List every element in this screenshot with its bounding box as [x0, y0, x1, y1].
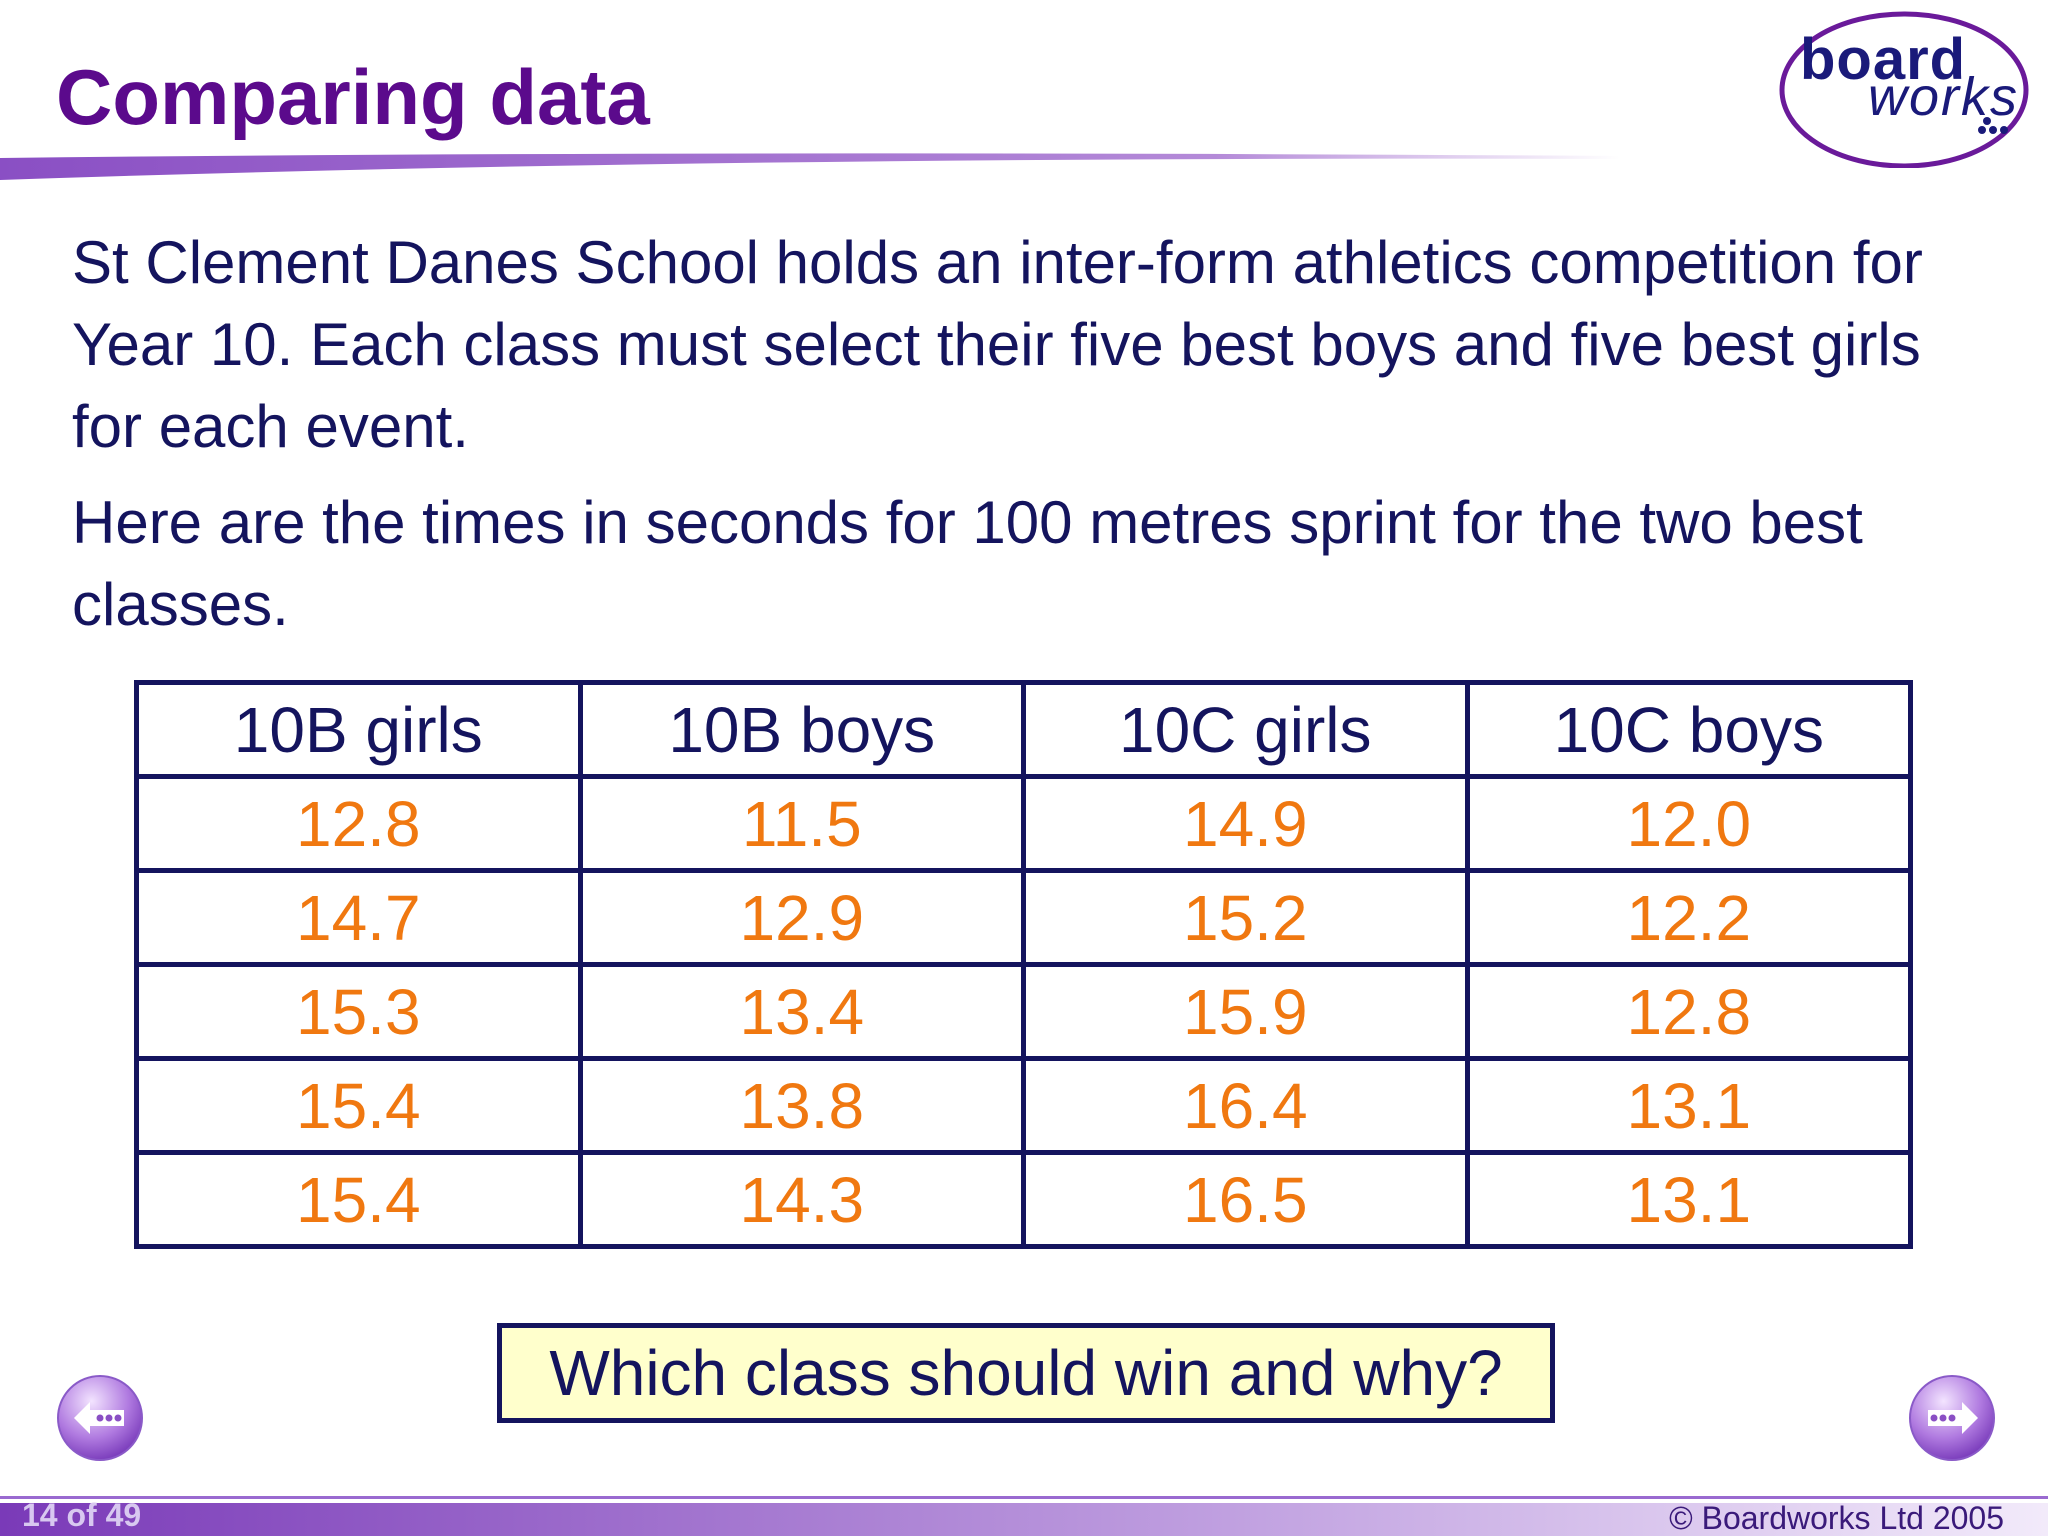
- table-cell: 14.3: [577, 1150, 1026, 1249]
- table-cell: 15.3: [134, 962, 583, 1061]
- title-underline: [0, 153, 1620, 180]
- header-10b-girls: 10B girls: [134, 680, 583, 779]
- prev-arrow-icon[interactable]: [54, 1372, 146, 1464]
- table-cell: 12.8: [1464, 962, 1913, 1061]
- table-cell: 11.5: [577, 774, 1026, 873]
- copyright-text: © Boardworks Ltd 2005: [1669, 1500, 2004, 1536]
- table-cell: 15.9: [1021, 962, 1470, 1061]
- table-cell: 12.9: [577, 868, 1026, 967]
- table-cell: 16.5: [1021, 1150, 1470, 1249]
- table-cell: 16.4: [1021, 1056, 1470, 1155]
- next-arrow-icon[interactable]: [1906, 1372, 1998, 1464]
- table-cell: 15.4: [134, 1056, 583, 1155]
- slide-title: Comparing data: [56, 53, 650, 141]
- table-cell: 13.1: [1464, 1056, 1913, 1155]
- sprint-times-table: 10B girls 10B boys 10C girls 10C boys 12…: [134, 680, 1913, 1249]
- boardworks-logo: board works: [1776, 8, 2034, 168]
- table-cell: 12.8: [134, 774, 583, 873]
- table-cell: 15.2: [1021, 868, 1470, 967]
- table-row: 15.4 13.8 16.4 13.1: [134, 1056, 1913, 1155]
- table-cell: 14.7: [134, 868, 583, 967]
- footer-band: [0, 1496, 2048, 1536]
- header-10c-girls: 10C girls: [1021, 680, 1470, 779]
- table-cell: 12.2: [1464, 868, 1913, 967]
- intro-text: St Clement Danes School holds an inter-f…: [72, 222, 1972, 660]
- slide-number: 14 of 49: [22, 1497, 142, 1533]
- intro-paragraph: St Clement Danes School holds an inter-f…: [72, 229, 1923, 460]
- intro-paragraph: Here are the times in seconds for 100 me…: [72, 489, 1863, 638]
- table-row: 15.4 14.3 16.5 13.1: [134, 1150, 1913, 1249]
- table-row: 12.8 11.5 14.9 12.0: [134, 774, 1913, 873]
- header-10c-boys: 10C boys: [1464, 680, 1913, 779]
- table-cell: 13.8: [577, 1056, 1026, 1155]
- table-cell: 14.9: [1021, 774, 1470, 873]
- header-10b-boys: 10B boys: [577, 680, 1026, 779]
- table-cell: 13.4: [577, 962, 1026, 1061]
- question-box: Which class should win and why?: [497, 1323, 1555, 1423]
- table-cell: 15.4: [134, 1150, 583, 1249]
- table-cell: 13.1: [1464, 1150, 1913, 1249]
- table-cell: 12.0: [1464, 774, 1913, 873]
- table-row: 15.3 13.4 15.9 12.8: [134, 962, 1913, 1061]
- table-header-row: 10B girls 10B boys 10C girls 10C boys: [134, 680, 1913, 779]
- table-row: 14.7 12.9 15.2 12.2: [134, 868, 1913, 967]
